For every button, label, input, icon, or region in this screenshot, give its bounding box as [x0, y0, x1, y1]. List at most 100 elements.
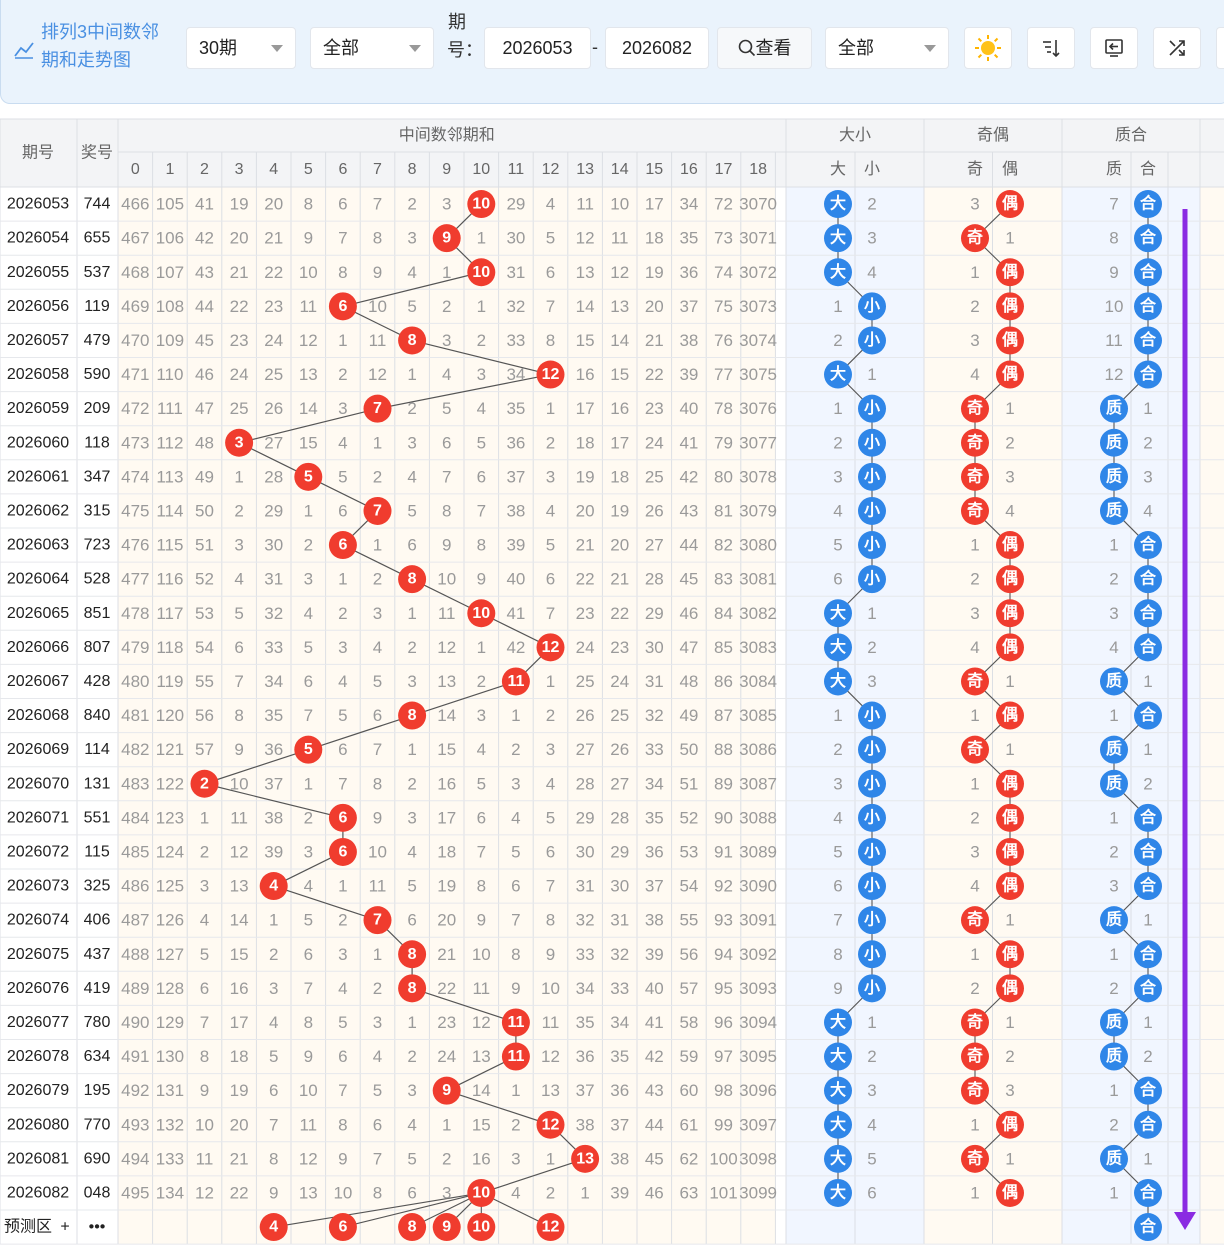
miss-count: 41	[679, 433, 698, 452]
miss-count: 491	[121, 1047, 149, 1066]
miss-count: 78	[714, 399, 733, 418]
miss-count: 6	[373, 1115, 382, 1134]
miss-count: 2	[546, 433, 555, 452]
miss-count: 487	[121, 911, 149, 930]
miss-count: 2	[304, 536, 313, 555]
miss-count: 3	[477, 365, 486, 384]
parity-miss-count: 3	[970, 842, 979, 861]
prime-ball-label: 质	[1106, 500, 1122, 519]
miss-count: 98	[714, 1081, 733, 1100]
miss-count: 43	[195, 263, 214, 282]
period-cell: 2026074	[7, 912, 69, 929]
end-period-input[interactable]: 2026082	[605, 27, 709, 69]
size-ball-label: 大	[830, 671, 846, 690]
miss-count: 9	[546, 945, 555, 964]
size-ball	[824, 599, 852, 628]
miss-count: 11	[196, 1149, 214, 1168]
miss-count: 3	[338, 638, 347, 657]
size-ball-label: 小	[864, 740, 880, 758]
table-row: 2026066 807 479 118 54 6 33 5 3 4 2 12 1 42 12 24 23 30 47…	[7, 633, 1162, 662]
miss-count: 3	[407, 672, 416, 691]
miss-count: 25	[645, 467, 664, 486]
prime-ball-label: 合	[1140, 978, 1157, 997]
miss-count: 484	[121, 808, 149, 827]
all-select[interactable]: 全部	[825, 27, 949, 69]
miss-count: 6	[304, 672, 313, 691]
prediction-prime-ball-label: 合	[1140, 1217, 1157, 1236]
hit-ball	[190, 769, 219, 798]
extra-button[interactable]	[1216, 27, 1224, 69]
trend-line	[411, 339, 551, 376]
miss-count: 37	[506, 467, 525, 486]
parity-miss-count: 2	[970, 297, 979, 316]
miss-count: 51	[195, 536, 214, 555]
miss-count: 19	[230, 1081, 249, 1100]
miss-count: 25	[610, 706, 629, 725]
size-miss-count: 4	[867, 263, 876, 282]
prime-ball	[1134, 292, 1162, 321]
prediction-ball-value: 4	[269, 1219, 278, 1236]
miss-count: 22	[610, 604, 629, 623]
prime-miss-count: 1	[1109, 945, 1118, 964]
miss-count: 38	[506, 501, 525, 520]
miss-count: 131	[156, 1081, 184, 1100]
sort-button[interactable]	[1027, 27, 1075, 69]
miss-count: 24	[610, 672, 629, 691]
miss-count: 478	[121, 604, 149, 623]
start-period-input[interactable]: 2026053	[484, 27, 591, 69]
parity-ball	[961, 735, 989, 764]
size-ball-label: 小	[864, 774, 880, 792]
hit-ball-value: 11	[507, 673, 524, 690]
range-select[interactable]: 30期	[186, 27, 296, 69]
miss-count: 19	[610, 501, 629, 520]
prime-miss-count: 1	[1143, 911, 1152, 930]
miss-count: 18	[610, 467, 629, 486]
miss-count: 4	[477, 399, 486, 418]
prime-ball-label: 合	[1140, 262, 1157, 281]
prime-miss-count: 1	[1109, 1183, 1118, 1202]
filter-select[interactable]: 全部	[310, 27, 434, 69]
miss-count: 7	[373, 1149, 382, 1168]
miss-count: 57	[679, 979, 698, 998]
miss-count: 5	[511, 842, 520, 861]
miss-count: 28	[264, 467, 283, 486]
miss-count: 22	[230, 1183, 249, 1202]
header-main-col: 12	[542, 161, 560, 178]
miss-count: 113	[156, 467, 183, 486]
prize-cell: 118	[84, 434, 110, 451]
theme-button[interactable]	[964, 27, 1012, 69]
miss-count: 10	[472, 945, 491, 964]
miss-count: 3070	[739, 195, 777, 214]
miss-count: 34	[576, 979, 595, 998]
table-row: 2026054 655 467 106 42 20 21 9 7 8 3 9 1 30 5 12 11 18 35 7…	[7, 224, 1162, 253]
header-size-col: 小	[864, 160, 880, 178]
miss-count: 16	[230, 979, 249, 998]
miss-count: 21	[230, 1149, 249, 1168]
parity-miss-count: 2	[1005, 1047, 1014, 1066]
miss-count: 469	[121, 297, 149, 316]
parity-ball-label: 偶	[1002, 705, 1018, 724]
miss-count: 6	[442, 433, 451, 452]
prime-ball	[1100, 462, 1128, 491]
miss-count: 3097	[739, 1115, 777, 1134]
exit-button[interactable]	[1090, 27, 1138, 69]
miss-count: 13	[541, 1081, 560, 1100]
miss-count: 1	[234, 467, 243, 486]
hit-ball	[398, 974, 427, 1003]
miss-count: 3081	[739, 570, 777, 589]
prize-cell: 114	[84, 741, 110, 758]
size-ball-label: 小	[864, 331, 880, 349]
prime-ball-label: 合	[1140, 637, 1157, 656]
shuffle-button[interactable]	[1153, 27, 1201, 69]
prime-ball	[1100, 1144, 1128, 1173]
miss-count: 74	[714, 263, 733, 282]
miss-count: 5	[546, 229, 555, 248]
miss-count: 12	[610, 263, 629, 282]
parity-miss-count: 4	[1005, 501, 1014, 520]
query-button[interactable]: 查看	[717, 27, 812, 69]
miss-count: 55	[679, 911, 698, 930]
parity-miss-count: 4	[970, 638, 979, 657]
line-chart-icon	[14, 42, 34, 59]
header-prize: 奖号	[81, 144, 113, 162]
miss-count: 97	[714, 1047, 733, 1066]
